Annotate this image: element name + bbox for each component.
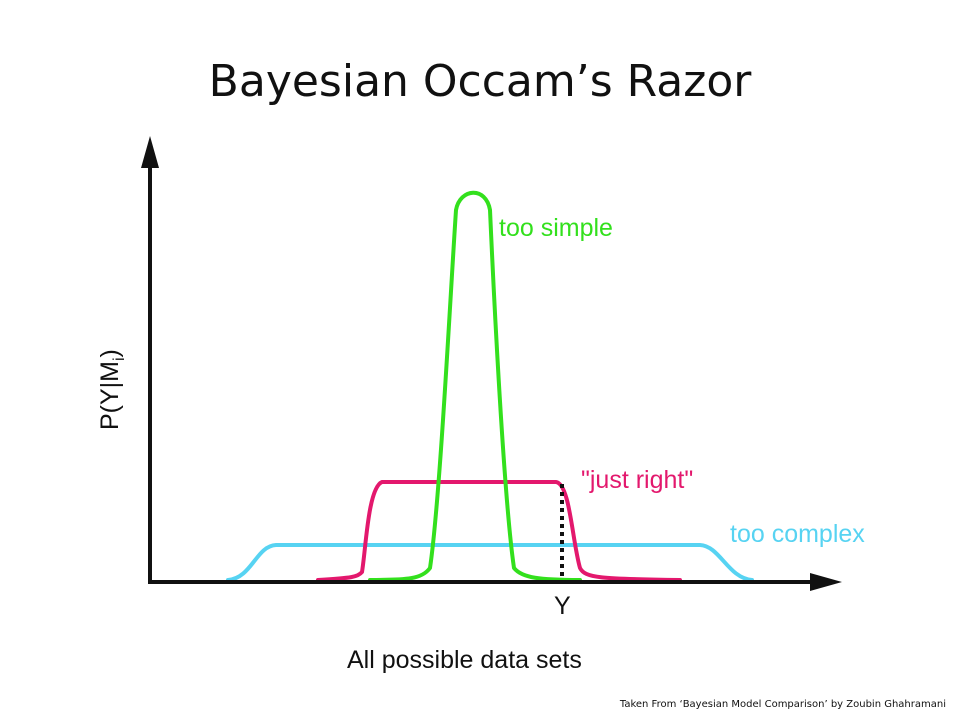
slide-title: Bayesian Occam’s Razor: [208, 56, 752, 107]
label-too-simple: too simple: [499, 214, 613, 242]
x-axis-label: All possible data sets: [347, 646, 582, 674]
label-too-complex: too complex: [730, 520, 865, 548]
curve-too-simple: [368, 190, 582, 582]
curve-too-complex: [226, 543, 754, 582]
source-caption: Taken From ‘Bayesian Model Comparison’ b…: [619, 699, 946, 710]
y-axis-label: P(Y|Mi): [96, 349, 128, 430]
x-marker-label: Y: [554, 592, 571, 620]
x-axis-arrow-icon: [810, 573, 842, 591]
curve-just-right: [316, 480, 682, 582]
label-just-right: "just right": [581, 466, 693, 494]
y-axis-arrow-icon: [141, 136, 159, 168]
